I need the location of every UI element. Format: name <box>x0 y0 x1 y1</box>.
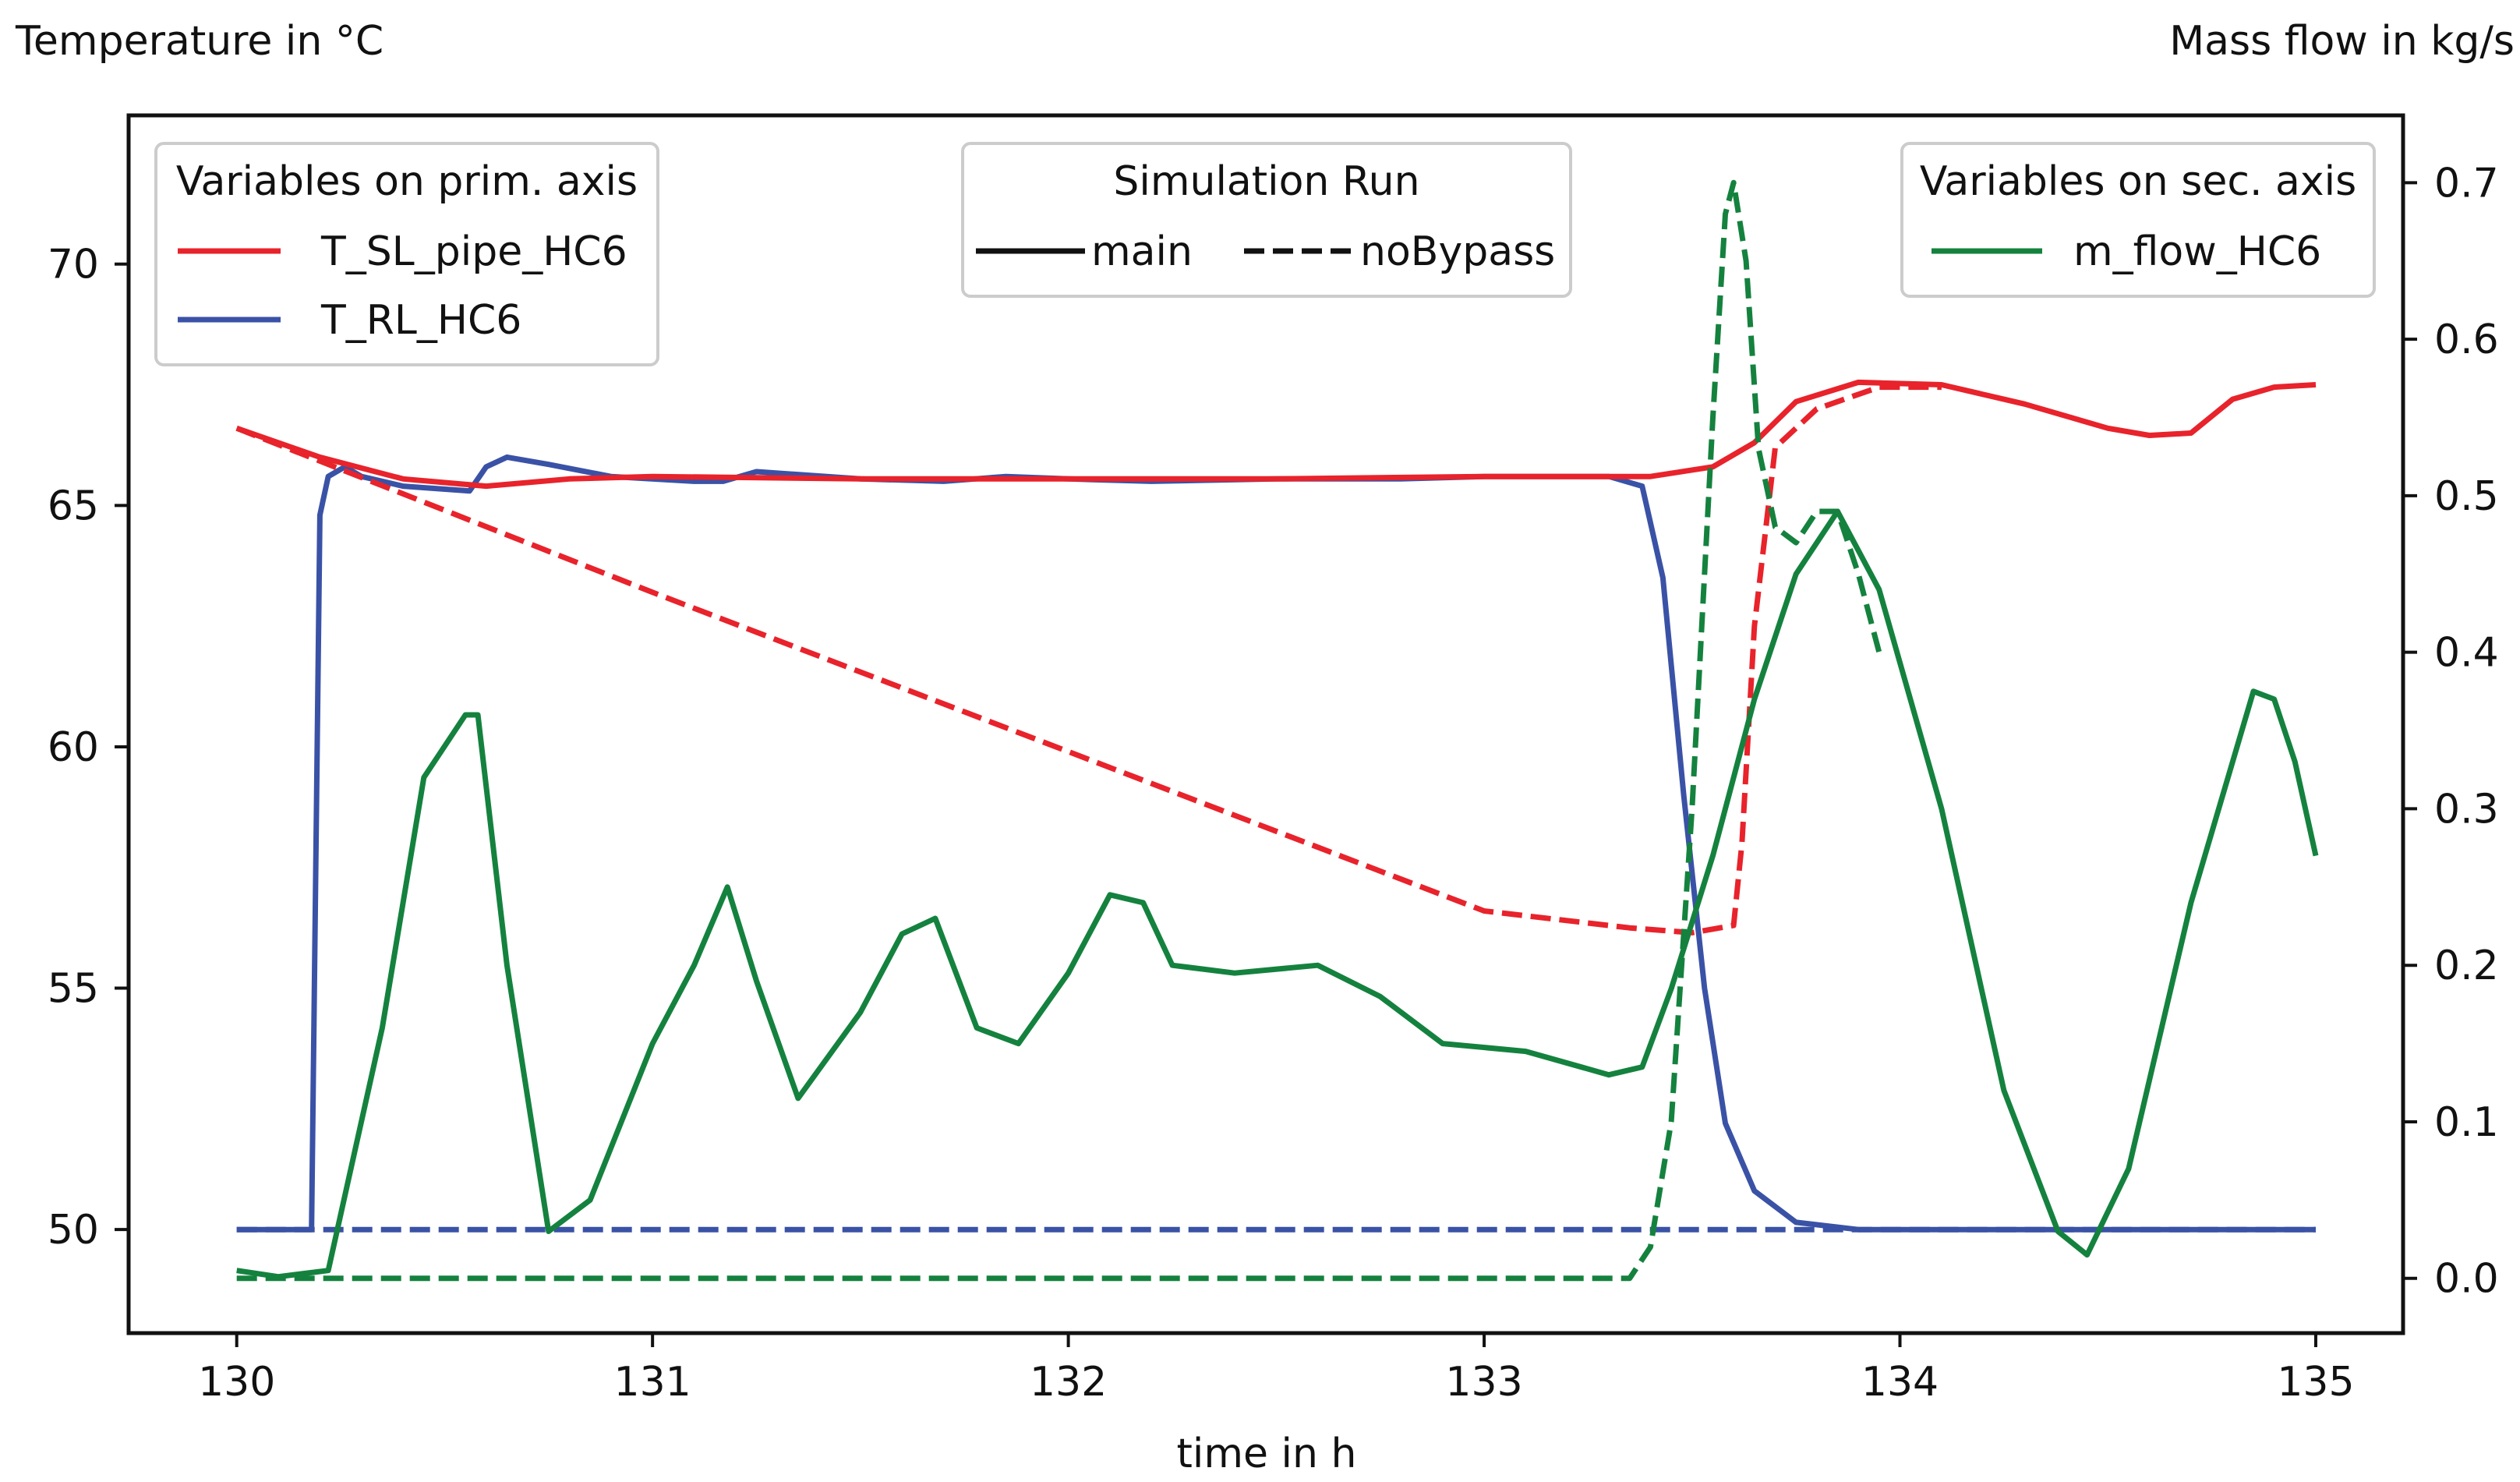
y2-tick-label: 0.2 <box>2434 943 2499 989</box>
series-line-m-flow-hc6-nobypass <box>236 179 1882 1282</box>
y2-tick-label: 0.1 <box>2434 1099 2499 1146</box>
y-tick-label: 55 <box>48 966 99 1013</box>
y2-tick-label: 0.4 <box>2434 630 2499 677</box>
x-tick-label: 130 <box>198 1359 275 1406</box>
y2-tick-label: 0.3 <box>2434 786 2499 833</box>
x-tick-label: 135 <box>2277 1359 2354 1406</box>
y2-tick-label: 0.6 <box>2434 317 2499 363</box>
legend-runs-box <box>961 142 1572 298</box>
x-tick-label: 131 <box>614 1359 691 1406</box>
y-axis-title-primary: Temperature in °C <box>15 18 383 65</box>
y-tick-label: 60 <box>48 724 99 771</box>
x-tick-label: 134 <box>1861 1359 1939 1406</box>
x-axis-title: time in h <box>1177 1431 1357 1477</box>
y2-tick-label: 0.0 <box>2434 1256 2499 1303</box>
y-tick-label: 70 <box>48 242 99 288</box>
series-line-t-sl-pipe-hc6-nobypass <box>235 384 1942 936</box>
y-axis-title-secondary: Mass flow in kg/s <box>2169 18 2515 65</box>
legend-label-main: main <box>1091 228 1193 275</box>
legend-primary: Variables on prim. axis T_SL_pipe_HC6 T_… <box>154 142 659 366</box>
series-line-t-sl-pipe-hc6-main <box>235 379 2317 490</box>
series-layer <box>235 179 2319 1282</box>
legend-secondary-box <box>1900 142 2376 298</box>
legend-secondary-title: Variables on sec. axis <box>1920 158 2356 205</box>
y-tick-label: 65 <box>48 483 99 529</box>
legend-secondary: Variables on sec. axis m_flow_HC6 <box>1900 142 2376 298</box>
plot-frame <box>126 113 2405 1335</box>
y-tick-label: 50 <box>48 1207 99 1254</box>
legend-primary-title: Variables on prim. axis <box>176 158 638 205</box>
legend-runs: Simulation Run main noBypass <box>961 142 1572 298</box>
y2-tick-label: 0.7 <box>2434 160 2499 207</box>
x-ticks: 130 131 132 133 134 135 <box>198 1333 2355 1406</box>
y-ticks: 50 55 60 65 70 <box>48 242 129 1254</box>
x-tick-label: 133 <box>1445 1359 1522 1406</box>
legend-runs-title: Simulation Run <box>1113 158 1419 205</box>
legend-primary-box <box>154 142 659 366</box>
y2-ticks: 0.0 0.1 0.2 0.3 0.4 0.5 0.6 0.7 <box>2403 160 2499 1303</box>
legend-label-t-sl-pipe: T_SL_pipe_HC6 <box>320 228 627 275</box>
y2-tick-label: 0.5 <box>2434 473 2499 520</box>
legend-label-nobypass: noBypass <box>1360 228 1555 275</box>
x-tick-label: 132 <box>1030 1359 1107 1406</box>
series-line-m-flow-hc6-main <box>236 508 2319 1280</box>
legend-label-m-flow: m_flow_HC6 <box>2073 228 2321 275</box>
legend-label-t-rl: T_RL_HC6 <box>320 297 521 344</box>
